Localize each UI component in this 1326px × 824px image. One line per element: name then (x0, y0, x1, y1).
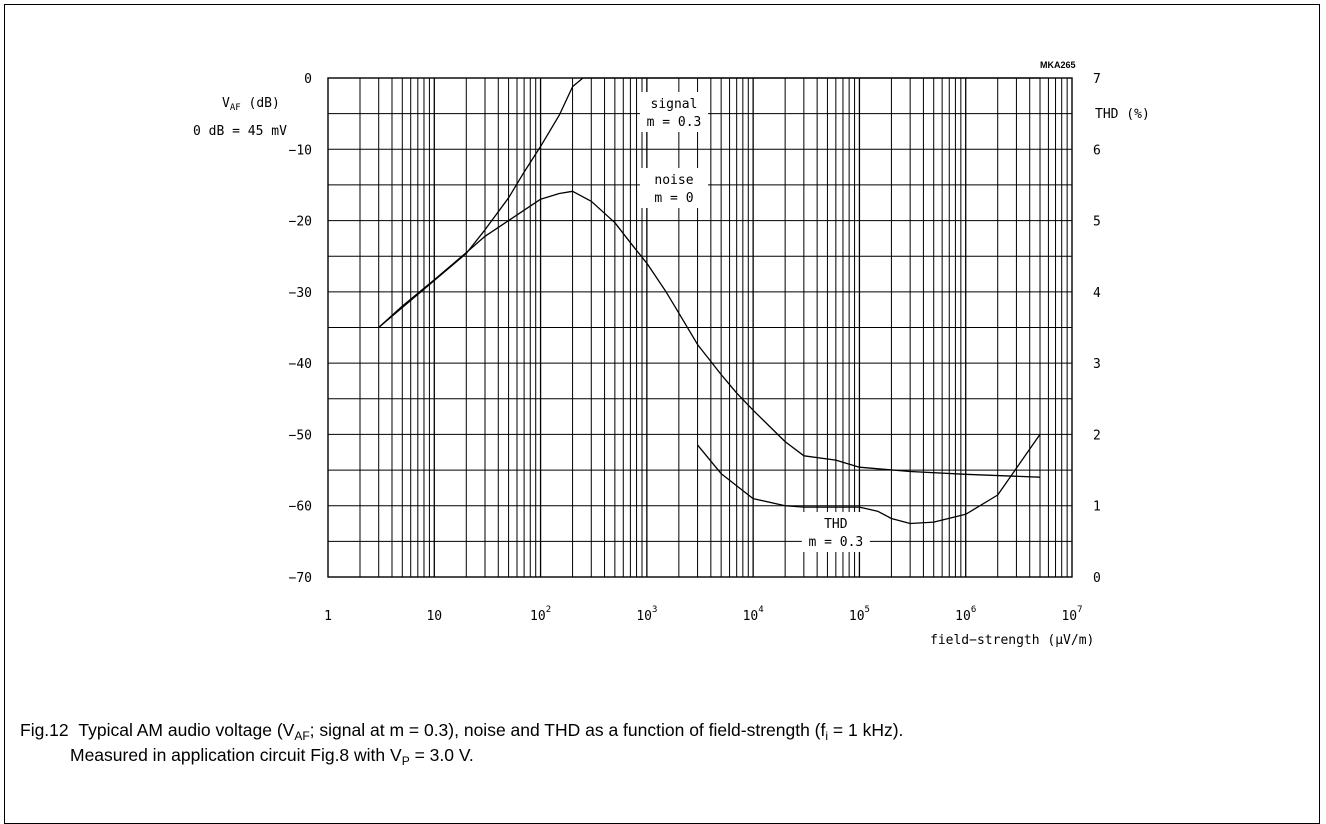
y-left-tick-label: −70 (289, 571, 312, 586)
x-tick-label: 10 (426, 609, 442, 624)
series-label-text: m = 0.3 (647, 115, 702, 130)
series-label-background (639, 92, 708, 132)
series-label-text: m = 0 (654, 191, 693, 206)
y-right-tick-label: 7 (1093, 72, 1101, 87)
x-tick-label: 105 (849, 605, 870, 624)
series-noise-line (378, 190, 1041, 478)
grid-minor (328, 78, 1072, 577)
x-tick-label: 102 (530, 605, 551, 624)
y-axis-right-label: THD (%) (1095, 107, 1150, 122)
x-axis-label: field−strength (μV/m) (930, 633, 1094, 648)
y-right-tick-label: 0 (1093, 571, 1101, 586)
y-right-tick-label: 1 (1093, 500, 1101, 515)
y-axis-left-ticks: 0 −10 −20 −30 −40 −50 −60 −70 (289, 72, 312, 586)
y-axis-left-label: VAF (dB) (222, 96, 280, 113)
y-axis-left-note: 0 dB = 45 mV (193, 124, 287, 139)
y-right-tick-label: 2 (1093, 428, 1101, 443)
y-axis-right-ticks: 7 6 5 4 3 2 1 0 (1093, 72, 1101, 586)
series-labels: signal m = 0.3 noise m = 0 THD m = 0.3 (639, 92, 870, 552)
y-left-tick-label: −40 (289, 357, 312, 372)
x-tick-label: 1 (324, 609, 332, 624)
y-left-tick-label: −30 (289, 286, 312, 301)
series-label-background (801, 512, 870, 552)
y-right-tick-label: 5 (1093, 215, 1101, 230)
series-label-text: noise (654, 173, 693, 188)
x-tick-label: 103 (636, 605, 657, 624)
series-label-text: m = 0.3 (808, 535, 863, 550)
caption-line-1: Fig.12 Typical AM audio voltage (VAF; si… (20, 720, 904, 743)
caption-line-2: Measured in application circuit Fig.8 wi… (70, 745, 474, 768)
y-right-tick-label: 4 (1093, 286, 1101, 301)
y-right-tick-label: 3 (1093, 357, 1101, 372)
x-tick-label: 104 (743, 605, 764, 624)
series-layer (378, 77, 1041, 525)
y-left-tick-label: 0 (304, 72, 312, 87)
y-right-tick-label: 6 (1093, 143, 1101, 158)
x-tick-label: 106 (955, 605, 976, 624)
grid-major (433, 78, 967, 577)
x-tick-label: 107 (1061, 605, 1082, 624)
series-label-text: signal (651, 97, 698, 112)
x-axis-ticks: 1 10 102 103 104 105 106 107 (324, 605, 1082, 624)
series-signal-label: signal m = 0.3 (639, 92, 708, 132)
series-thd-label: THD m = 0.3 (801, 512, 870, 552)
figure-caption: Fig.12 Typical AM audio voltage (VAF; si… (20, 718, 1310, 768)
y-left-tick-label: −60 (289, 500, 312, 515)
y-left-tick-label: −10 (289, 143, 312, 158)
y-left-tick-label: −20 (289, 215, 312, 230)
series-noise-label: noise m = 0 (639, 168, 708, 208)
series-label-text: THD (824, 517, 848, 532)
figure-code: MKA265 (1040, 60, 1076, 70)
series-signal-line (378, 77, 1040, 328)
series-thd-line (697, 434, 1041, 525)
series-label-background (639, 168, 708, 208)
y-left-tick-label: −50 (289, 428, 312, 443)
